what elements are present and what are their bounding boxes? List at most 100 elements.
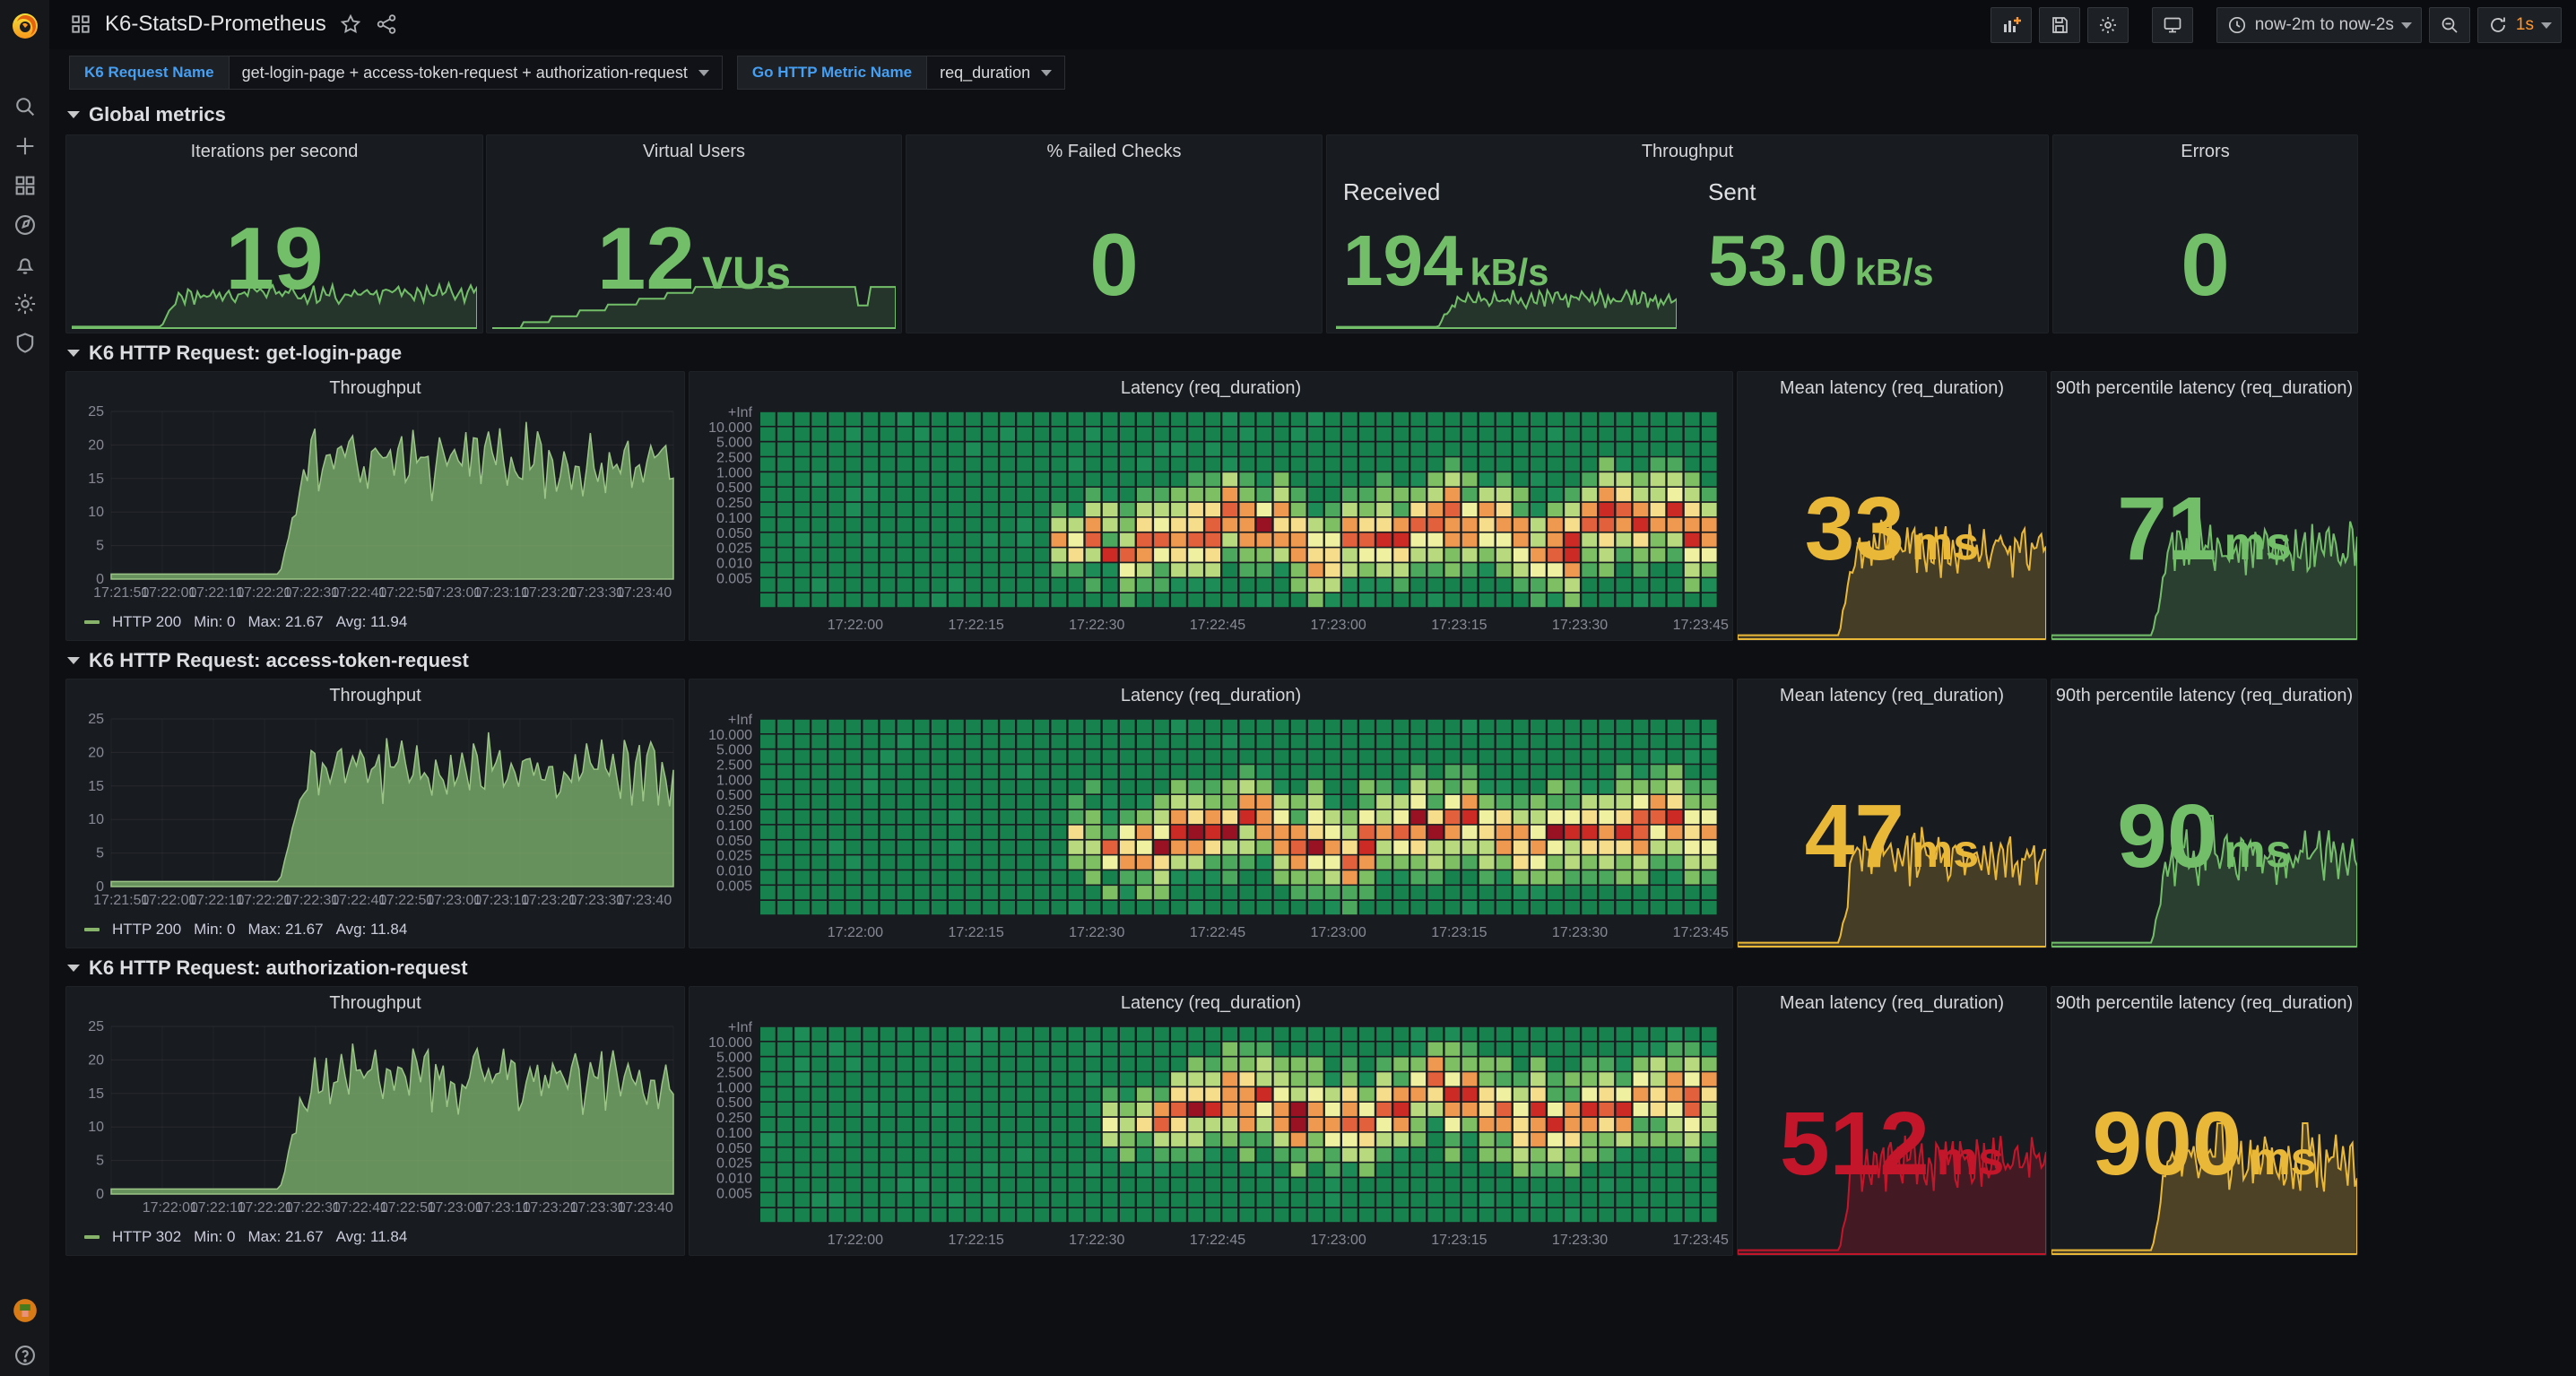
chevron-down-icon xyxy=(2541,22,2552,29)
panel-title[interactable]: Throughput xyxy=(329,685,421,705)
search-icon[interactable] xyxy=(13,94,38,119)
dashboard-settings-button[interactable] xyxy=(2086,7,2129,43)
panel-title[interactable]: Latency (req_duration) xyxy=(1120,685,1302,705)
share-icon[interactable] xyxy=(375,13,398,36)
panel-iterations-per-second: Iterations per second 19 xyxy=(65,134,483,333)
variable-value-dropdown[interactable]: get-login-page + access-token-request + … xyxy=(228,56,723,90)
x-axis-tick: 17:23:15 xyxy=(1431,618,1487,633)
help-icon[interactable] xyxy=(13,1343,38,1368)
panel-title[interactable]: Mean latency (req_duration) xyxy=(1779,377,2005,398)
throughput-chart[interactable]: 25 20 15 10 5 0 17:21:50 17:22:00 17:22:10 17:22:… xyxy=(70,712,681,912)
stat-sparkline[interactable] xyxy=(1738,813,2046,948)
heatmap-bucket-label: 0.025 xyxy=(716,849,752,864)
time-range-picker[interactable]: now-2m to now-2s xyxy=(2216,7,2422,43)
panel-title[interactable]: Mean latency (req_duration) xyxy=(1779,685,2005,705)
y-axis-tick: 10 xyxy=(88,1120,104,1135)
stat-sparkline[interactable] xyxy=(1738,506,2046,640)
x-axis-tick: 17:22:10 xyxy=(188,893,244,908)
stat-sparkline[interactable] xyxy=(2051,1121,2357,1255)
x-axis-tick: 17:22:20 xyxy=(236,585,291,601)
dashboards-icon[interactable] xyxy=(13,173,38,198)
stat-sparkline[interactable] xyxy=(2051,813,2357,948)
add-panel-button[interactable] xyxy=(1990,7,2032,43)
x-axis-tick: 17:21:50 xyxy=(93,585,149,601)
x-axis-tick: 17:22:30 xyxy=(1069,1233,1124,1248)
legend-series-name[interactable]: HTTP 302 xyxy=(112,1228,182,1245)
explore-compass-icon[interactable] xyxy=(13,212,38,238)
panel-title[interactable]: Throughput xyxy=(329,992,421,1013)
x-axis-tick: 17:22:50 xyxy=(378,585,434,601)
dashboard-title[interactable]: K6-StatsD-Prometheus xyxy=(105,12,326,36)
row-header-access-token-request[interactable]: K6 HTTP Request: access-token-request xyxy=(67,649,469,672)
configuration-gear-icon[interactable] xyxy=(13,291,38,316)
stat-value: 0 xyxy=(1089,215,1139,314)
legend-max: Max: 21.67 xyxy=(247,613,324,630)
latency-heatmap[interactable]: +Inf 10.000 5.000 2.500 1.000 0.500 0.250 0.100… xyxy=(693,1019,1729,1251)
panel-mean-latency-access-token: Mean latency (req_duration) 47 ms xyxy=(1737,679,2047,948)
stat-sparkline[interactable] xyxy=(71,277,478,329)
heatmap-bucket-label: 2.500 xyxy=(716,1066,752,1081)
sent-value: 53.0 kB/s xyxy=(1708,221,1934,300)
stat-sparkline[interactable] xyxy=(2051,506,2357,640)
panel-title[interactable]: Iterations per second xyxy=(190,141,359,161)
latency-heatmap[interactable]: +Inf 10.000 5.000 2.500 1.000 0.500 0.250 0.100… xyxy=(693,404,1729,636)
save-dashboard-button[interactable] xyxy=(2038,7,2080,43)
stat-sparkline[interactable] xyxy=(492,277,897,329)
panel-title[interactable]: Errors xyxy=(2181,141,2230,161)
variable-label: Go HTTP Metric Name xyxy=(736,56,927,90)
x-axis-tick: 17:22:50 xyxy=(380,1200,436,1216)
x-axis-tick: 17:23:00 xyxy=(428,1200,483,1216)
panel-title[interactable]: 90th percentile latency (req_duration) xyxy=(2055,685,2354,705)
refresh-button[interactable]: 1s xyxy=(2476,7,2562,43)
variable-value-dropdown[interactable]: req_duration xyxy=(926,56,1066,90)
panel-title[interactable]: Mean latency (req_duration) xyxy=(1779,992,2005,1013)
heatmap-bucket-label: 5.000 xyxy=(716,743,752,758)
collapse-chevron-icon xyxy=(67,111,80,118)
x-axis-tick: 17:23:00 xyxy=(1311,618,1366,633)
legend-avg: Avg: 11.94 xyxy=(335,613,408,630)
panel-title[interactable]: % Failed Checks xyxy=(1046,141,1182,161)
star-icon[interactable] xyxy=(339,13,362,36)
panel-title[interactable]: Virtual Users xyxy=(642,141,746,161)
x-axis-tick: 17:23:45 xyxy=(1673,618,1729,633)
panel-virtual-users: Virtual Users 12 VUs xyxy=(486,134,902,333)
x-axis-tick: 17:22:45 xyxy=(1190,1233,1245,1248)
heatmap-bucket-label: 1.000 xyxy=(716,773,752,788)
panel-title[interactable]: Latency (req_duration) xyxy=(1120,992,1302,1013)
panel-title[interactable]: 90th percentile latency (req_duration) xyxy=(2055,377,2354,398)
legend-avg: Avg: 11.84 xyxy=(335,1228,408,1245)
panel-title[interactable]: Latency (req_duration) xyxy=(1120,377,1302,398)
panel-title[interactable]: 90th percentile latency (req_duration) xyxy=(2055,992,2354,1013)
throughput-chart[interactable]: 25 20 15 10 5 0 17:22:00 17:22:10 17:22:20 17:22:… xyxy=(70,1019,681,1219)
alerting-bell-icon[interactable] xyxy=(13,252,38,277)
heatmap-bucket-label: +Inf xyxy=(728,405,753,420)
chevron-down-icon xyxy=(1041,69,1053,76)
user-avatar[interactable] xyxy=(13,1298,38,1323)
legend-series-name[interactable]: HTTP 200 xyxy=(112,921,182,938)
panel-title[interactable]: Throughput xyxy=(329,377,421,398)
y-axis-tick: 5 xyxy=(96,539,104,554)
row-header-authorization-request[interactable]: K6 HTTP Request: authorization-request xyxy=(67,956,468,980)
legend-max: Max: 21.67 xyxy=(247,921,324,938)
row-header-global-metrics[interactable]: Global metrics xyxy=(67,103,226,126)
legend-series-name[interactable]: HTTP 200 xyxy=(112,613,182,630)
row-header-get-login-page[interactable]: K6 HTTP Request: get-login-page xyxy=(67,342,402,365)
heatmap-bucket-label: 2.500 xyxy=(716,451,752,466)
zoom-out-time-button[interactable] xyxy=(2428,7,2470,43)
cycle-view-mode-button[interactable] xyxy=(2151,7,2193,43)
collapse-chevron-icon xyxy=(67,350,80,357)
heatmap-bucket-label: 10.000 xyxy=(708,420,752,436)
latency-heatmap[interactable]: +Inf 10.000 5.000 2.500 1.000 0.500 0.250 0.100… xyxy=(693,712,1729,944)
stat-value: 512 ms xyxy=(1779,1094,2004,1194)
legend-avg: Avg: 11.84 xyxy=(335,921,408,938)
admin-shield-icon[interactable] xyxy=(13,331,38,356)
panel-throughput-global: Throughput Received 194 kB/s Sent 53.0 kB/… xyxy=(1326,134,2049,333)
stat-sparkline[interactable] xyxy=(1335,284,1678,329)
heatmap-bucket-label: +Inf xyxy=(728,713,753,728)
create-plus-icon[interactable] xyxy=(13,134,38,159)
panel-title[interactable]: Throughput xyxy=(1641,141,1734,161)
grafana-logo-icon[interactable] xyxy=(7,7,43,43)
heatmap-bucket-label: 0.250 xyxy=(716,1111,752,1126)
stat-sparkline[interactable] xyxy=(1738,1121,2046,1255)
throughput-chart[interactable]: 25 20 15 10 5 0 17:21:50 17:22:00 17:22:10 17:22:… xyxy=(70,404,681,604)
